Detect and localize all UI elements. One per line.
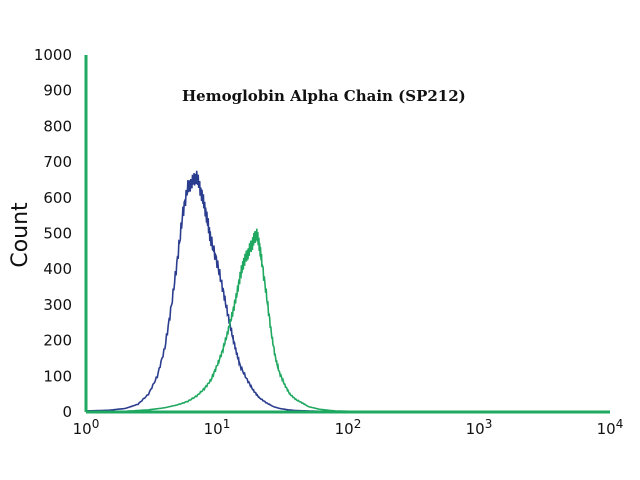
series-line bbox=[85, 170, 610, 413]
x-tick-label: 103 bbox=[466, 417, 493, 438]
y-tick-label: 100 bbox=[43, 367, 72, 385]
y-axis-label: Count bbox=[8, 202, 33, 268]
y-tick-label: 900 bbox=[43, 82, 72, 100]
y-tick-label: 1000 bbox=[34, 46, 72, 64]
y-tick-label: 300 bbox=[43, 296, 72, 314]
y-tick-label: 200 bbox=[43, 332, 72, 350]
chart-title: Hemoglobin Alpha Chain (SP212) bbox=[182, 87, 466, 105]
y-tick-labels: 0 100 200 300 400 500 600 700 800 900 1000 bbox=[34, 46, 72, 421]
y-tick-label: 500 bbox=[43, 225, 72, 243]
x-tick-label: 100 bbox=[73, 417, 100, 438]
x-tick-labels: 100 101 102 103 104 bbox=[73, 417, 624, 438]
series-line bbox=[85, 228, 610, 413]
y-tick-label: 400 bbox=[43, 260, 72, 278]
y-tick-label: 600 bbox=[43, 189, 72, 207]
y-tick-label: 800 bbox=[43, 117, 72, 135]
y-tick-label: 700 bbox=[43, 153, 72, 171]
x-tick-label: 101 bbox=[204, 417, 231, 438]
x-tick-label: 104 bbox=[597, 417, 624, 438]
y-tick-label: 0 bbox=[62, 403, 72, 421]
series-lines bbox=[85, 170, 610, 413]
x-tick-label: 102 bbox=[335, 417, 362, 438]
